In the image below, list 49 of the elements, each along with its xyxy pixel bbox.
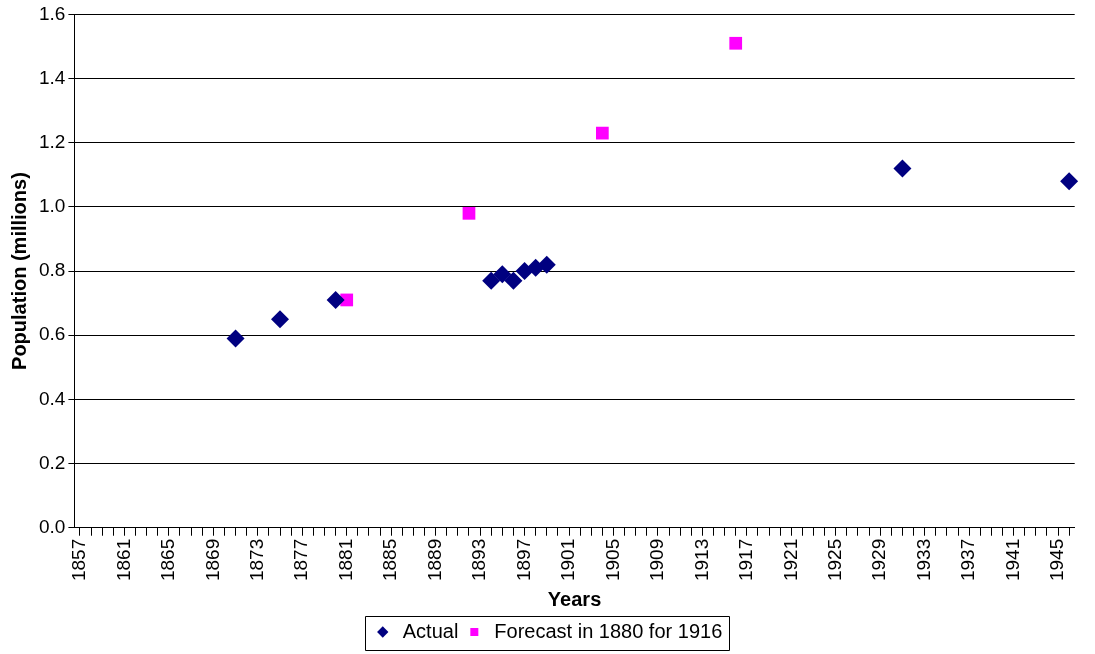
x-tick-label: 1877 [290, 538, 312, 582]
legend-label: Forecast in 1880 for 1916 [494, 619, 723, 642]
x-tick-label: 1941 [1001, 538, 1023, 582]
point [462, 206, 476, 220]
x-tick-label: 1925 [823, 538, 845, 582]
x-tick-label: 1873 [246, 538, 268, 582]
x-tick-label: 1945 [1046, 538, 1068, 582]
x-tick-label: 1901 [557, 538, 579, 582]
y-tick-label: 1.0 [38, 195, 66, 217]
point [595, 126, 609, 140]
x-tick-label: 1857 [68, 538, 90, 582]
y-axis-title: Population (millions) [7, 172, 30, 370]
x-tick-label: 1869 [201, 538, 223, 582]
x-tick-label: 1909 [646, 538, 668, 582]
x-tick-label: 1917 [735, 538, 757, 582]
y-tick-label: 0.0 [38, 515, 66, 537]
point [271, 310, 290, 329]
point [226, 329, 245, 348]
y-tick-label: 1.2 [38, 130, 66, 152]
x-tick-label: 1897 [512, 538, 534, 582]
point [537, 255, 556, 274]
x-tick-label: 1893 [468, 538, 490, 582]
x-tick-label: 1889 [423, 538, 445, 582]
x-tick-label: 1881 [334, 538, 356, 582]
x-tick-label: 1913 [690, 538, 712, 582]
x-tick-label: 1885 [379, 538, 401, 582]
x-axis-title: Years [547, 587, 602, 610]
x-tick-label: 1921 [779, 538, 801, 582]
point [1060, 172, 1079, 191]
y-tick-label: 0.8 [38, 259, 66, 281]
point [493, 265, 512, 284]
y-tick-label: 0.2 [38, 451, 66, 473]
point [526, 258, 545, 277]
y-tick-label: 0.4 [38, 387, 66, 409]
x-tick-label: 1865 [157, 538, 179, 582]
x-tick-label: 1937 [957, 538, 979, 582]
point [729, 36, 743, 50]
point [893, 159, 912, 178]
point [504, 271, 523, 290]
y-tick-label: 1.6 [38, 2, 66, 24]
x-tick-label: 1905 [601, 538, 623, 582]
y-tick-label: 0.6 [38, 323, 66, 345]
x-tick-label: 1933 [912, 538, 934, 582]
x-tick-label: 1861 [112, 538, 134, 582]
y-tick-label: 1.4 [38, 66, 66, 88]
legend-label: Actual [402, 619, 459, 642]
point [482, 271, 501, 290]
x-tick-label: 1929 [868, 538, 890, 582]
point [326, 290, 345, 309]
